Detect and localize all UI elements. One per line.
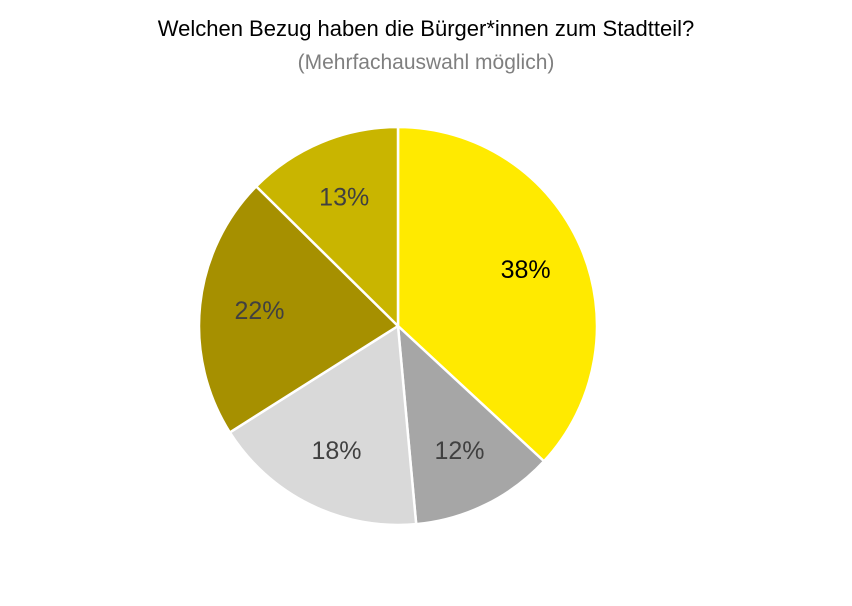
- pie-slice-1: [396, 324, 546, 526]
- data-label-2: 18%: [311, 437, 361, 465]
- data-label-3: 22%: [234, 297, 284, 325]
- pie-slice-0: [396, 125, 599, 463]
- data-label-0: 38%: [501, 256, 551, 284]
- pie-slices: [197, 125, 599, 527]
- chart-subtitle: (Mehrfachauswahl möglich): [297, 51, 555, 74]
- pie-labels: 38% 12% 18% 22% 13%: [234, 184, 550, 465]
- data-label-1: 12%: [435, 437, 485, 465]
- pie-slice-3: [197, 185, 400, 434]
- pie-slice-4: [254, 125, 400, 328]
- data-label-4: 13%: [319, 184, 369, 212]
- chart-title: Welchen Bezug haben die Bürger*innen zum…: [157, 16, 695, 41]
- pie-slice-2: [228, 324, 418, 527]
